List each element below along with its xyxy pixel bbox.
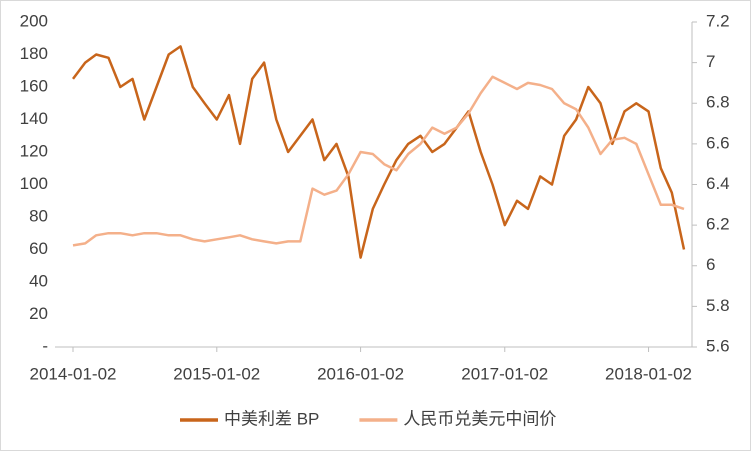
y-tick-label: 100: [20, 174, 48, 193]
y2-tick-label: 6.2: [706, 215, 730, 234]
y2-tick-label: 5.6: [706, 336, 730, 355]
y2-tick-label: 6.8: [706, 93, 730, 112]
y2-tick-label: 7.2: [706, 11, 730, 30]
x-tick-label: 2016-01-02: [317, 364, 404, 383]
y2-tick-label: 5.8: [706, 296, 730, 315]
x-tick-label: 2014-01-02: [30, 364, 117, 383]
x-tick-label: 2018-01-02: [605, 364, 692, 383]
y-tick-label: 160: [20, 76, 48, 95]
y-tick-label: 200: [20, 11, 48, 30]
y-tick-label: -: [42, 336, 48, 355]
x-tick-label: 2015-01-02: [173, 364, 260, 383]
y2-tick-label: 7: [706, 52, 715, 71]
legend-label: 人民币兑美元中间价: [403, 409, 556, 428]
y-tick-label: 60: [29, 239, 48, 258]
series-line: [71, 45, 686, 259]
y-tick-label: 120: [20, 141, 48, 160]
y-tick-label: 180: [20, 44, 48, 63]
y-tick-label: 80: [29, 206, 48, 225]
y2-tick-label: 6: [706, 255, 715, 274]
x-tick-label: 2017-01-02: [461, 364, 548, 383]
y2-tick-label: 6.6: [706, 133, 730, 152]
y-tick-label: 40: [29, 271, 48, 290]
y2-tick-label: 6.4: [706, 174, 730, 193]
y-tick-label: 140: [20, 109, 48, 128]
legend-label: 中美利差 BP: [224, 409, 319, 428]
y-tick-label: 20: [29, 304, 48, 323]
series-line: [72, 75, 685, 247]
